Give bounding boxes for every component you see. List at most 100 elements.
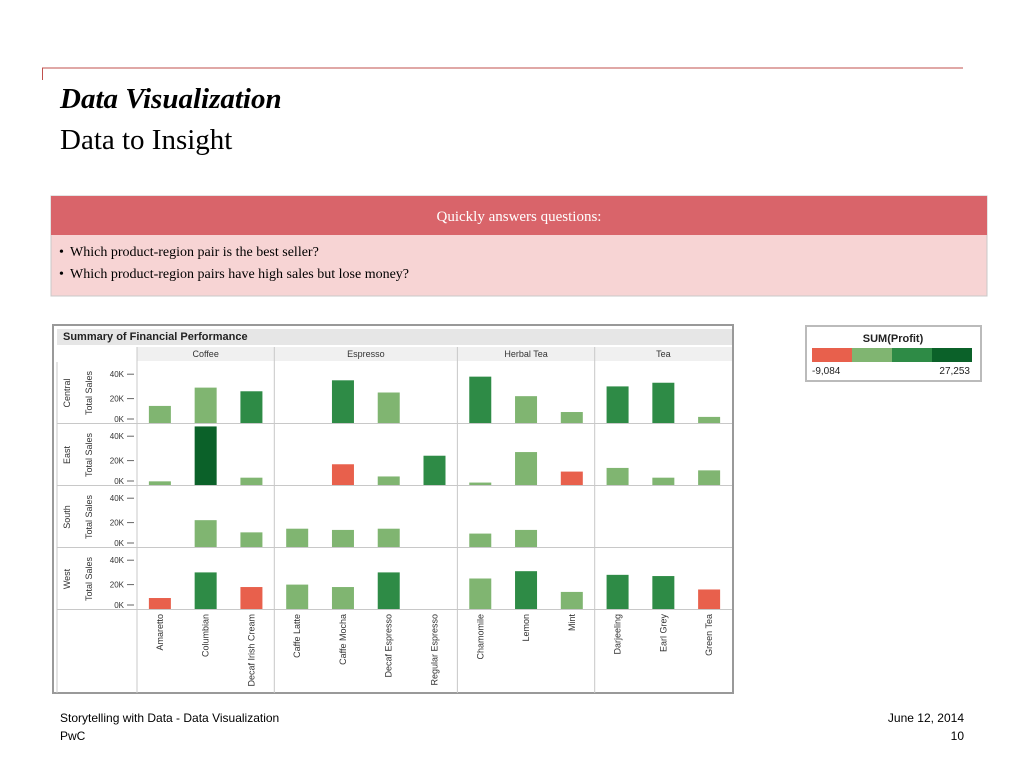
bar <box>698 470 721 485</box>
bar <box>148 598 171 609</box>
bar <box>377 392 400 423</box>
y-tick-label: 40K <box>110 432 125 441</box>
y-axis-title: Total Sales <box>84 494 94 539</box>
x-tick-label: Earl Grey <box>658 614 668 653</box>
footer-left: Storytelling with Data - Data Visualizat… <box>60 711 279 725</box>
bar <box>240 477 263 485</box>
bar <box>377 528 400 547</box>
y-axis-title: Total Sales <box>84 432 94 477</box>
x-tick-label: Caffe Latte <box>292 614 302 658</box>
bar <box>698 416 721 423</box>
bullet: Which product-region pair is the best se… <box>70 245 319 260</box>
bar <box>286 584 309 609</box>
bar <box>469 533 492 547</box>
x-tick-label: Decaf Espresso <box>384 614 394 678</box>
bar <box>194 387 217 423</box>
bar <box>423 455 446 485</box>
footer-left: PwC <box>60 729 86 743</box>
legend-swatch <box>932 348 972 362</box>
bar <box>606 574 629 609</box>
bar <box>286 528 309 547</box>
bar <box>606 467 629 485</box>
x-tick-label: Columbian <box>201 614 211 657</box>
y-tick-label: 0K <box>114 477 124 486</box>
x-tick-label: Mint <box>567 614 577 632</box>
bar <box>194 520 217 547</box>
bar <box>331 529 354 547</box>
row-label: South <box>62 505 72 529</box>
legend-max: 27,253 <box>939 366 970 377</box>
bar <box>652 477 675 485</box>
footer-right: June 12, 2014 <box>888 711 964 725</box>
row-label: East <box>62 445 72 464</box>
y-tick-label: 20K <box>110 581 125 590</box>
bar <box>652 576 675 609</box>
bar <box>469 578 492 609</box>
x-tick-label: Darjeeling <box>613 614 623 655</box>
legend-swatch <box>852 348 892 362</box>
group-label: Herbal Tea <box>504 349 547 359</box>
bar <box>560 412 583 423</box>
y-tick-label: 0K <box>114 415 124 424</box>
legend-swatch <box>892 348 932 362</box>
bar <box>240 532 263 547</box>
bar <box>515 452 538 485</box>
row-label: West <box>62 568 72 589</box>
bar <box>240 587 263 609</box>
y-tick-label: 0K <box>114 601 124 610</box>
legend-title: SUM(Profit) <box>863 333 924 345</box>
bar <box>194 572 217 609</box>
y-axis-title: Total Sales <box>84 556 94 601</box>
slide-subtitle: Data to Insight <box>60 124 232 156</box>
x-tick-label: Amaretto <box>155 614 165 651</box>
bar <box>606 386 629 423</box>
bar <box>377 476 400 485</box>
bar <box>560 471 583 485</box>
y-tick-label: 0K <box>114 539 124 548</box>
group-label: Coffee <box>192 349 218 359</box>
bullet: Which product-region pairs have high sal… <box>70 267 409 282</box>
x-tick-label: Chamomile <box>475 614 485 660</box>
bar <box>331 464 354 485</box>
bar <box>331 587 354 609</box>
bar <box>515 529 538 547</box>
bar <box>698 589 721 609</box>
row-label: Central <box>62 378 72 407</box>
bar <box>515 396 538 423</box>
bar <box>240 391 263 423</box>
chart-frame <box>52 324 734 694</box>
legend-min: -9,084 <box>812 366 841 377</box>
y-tick-label: 20K <box>110 395 125 404</box>
callout-heading: Quickly answers questions: <box>437 209 602 225</box>
bar <box>148 481 171 485</box>
x-tick-label: Regular Espresso <box>430 614 440 686</box>
header-row <box>137 347 732 361</box>
bullet-dot: • <box>59 267 64 282</box>
y-tick-label: 40K <box>110 556 125 565</box>
bar <box>469 482 492 485</box>
y-tick-label: 40K <box>110 494 125 503</box>
bar <box>194 426 217 485</box>
bar <box>560 591 583 609</box>
x-tick-label: Lemon <box>521 614 531 642</box>
x-tick-label: Decaf Irish Cream <box>246 614 256 687</box>
legend-swatch <box>812 348 852 362</box>
bar <box>331 380 354 423</box>
y-tick-label: 20K <box>110 457 125 466</box>
x-tick-label: Green Tea <box>704 614 714 656</box>
group-label: Tea <box>656 349 671 359</box>
chart-title: Summary of Financial Performance <box>63 331 248 343</box>
callout-header <box>51 196 987 235</box>
group-label: Espresso <box>347 349 385 359</box>
bar <box>652 382 675 423</box>
x-tick-label: Caffe Mocha <box>338 614 348 665</box>
y-tick-label: 40K <box>110 370 125 379</box>
footer-right: 10 <box>951 729 965 743</box>
chart-title-bar <box>57 329 732 345</box>
bullet-dot: • <box>59 245 64 260</box>
y-axis-title: Total Sales <box>84 370 94 415</box>
bar <box>148 405 171 423</box>
bar <box>469 376 492 423</box>
bar <box>377 572 400 609</box>
